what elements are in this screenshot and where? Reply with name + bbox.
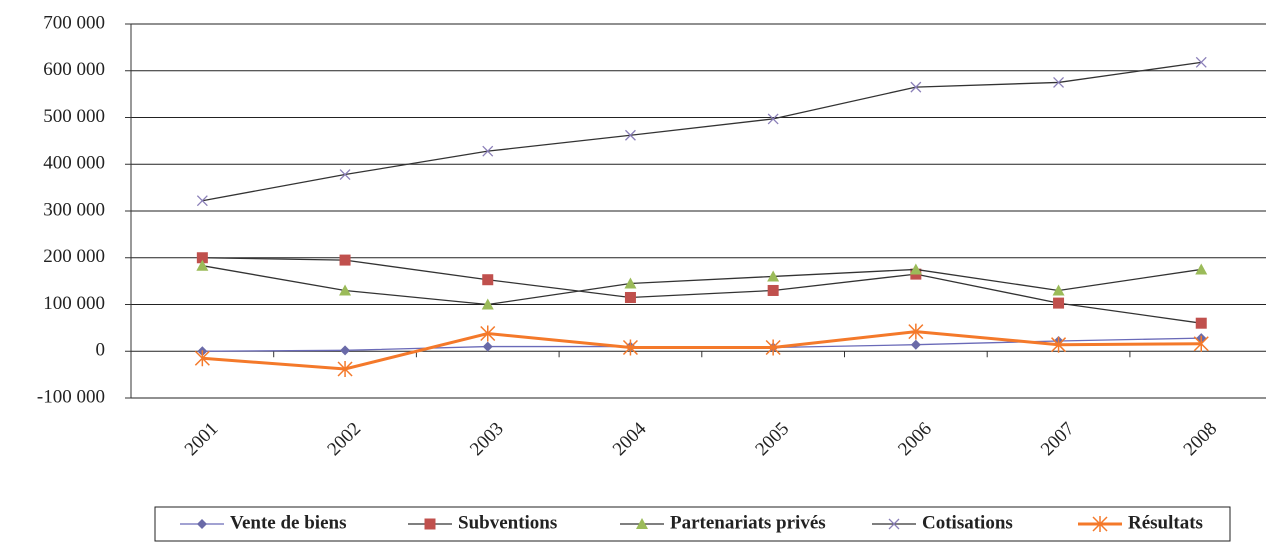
legend-label: Résultats	[1128, 512, 1203, 533]
marker	[1193, 335, 1209, 352]
y-tick-label: 0	[96, 340, 106, 361]
x-tick-label: 2005	[751, 418, 793, 460]
y-tick-label: 100 000	[43, 293, 105, 314]
marker	[482, 341, 493, 352]
marker	[196, 259, 209, 271]
marker	[482, 145, 494, 157]
marker	[908, 323, 924, 340]
y-tick-label: 600 000	[43, 59, 105, 80]
marker	[1195, 56, 1207, 68]
marker	[767, 284, 779, 296]
marker	[337, 361, 353, 378]
marker	[765, 339, 781, 356]
marker	[1051, 336, 1067, 353]
marker	[196, 195, 208, 207]
legend: Vente de biens Subventions Partenariats pr…	[154, 506, 1231, 542]
marker	[1195, 263, 1208, 275]
marker	[339, 169, 351, 180]
y-tick-label: 200 000	[43, 246, 105, 267]
x-tick-label: 2001	[181, 418, 223, 460]
marker	[480, 325, 496, 342]
marker	[1052, 284, 1065, 296]
legend-box	[154, 506, 1231, 542]
marker	[340, 345, 351, 356]
marker	[424, 518, 436, 530]
marker	[624, 291, 636, 303]
marker	[622, 339, 638, 356]
y-tick-label: 500 000	[43, 106, 105, 127]
x-tick-label: 2006	[894, 418, 936, 460]
legend-label: Cotisations	[922, 512, 1013, 533]
legend-label: Subventions	[458, 512, 557, 533]
marker	[624, 277, 637, 289]
marker	[636, 518, 648, 529]
marker	[194, 350, 210, 367]
x-tick-label: 2007	[1037, 418, 1079, 460]
series-line	[202, 61, 1202, 202]
x-tick-label: 2008	[1180, 418, 1222, 460]
marker	[196, 252, 208, 264]
marker	[767, 270, 780, 282]
legend-label: Vente de biens	[230, 512, 346, 533]
marker	[1195, 317, 1207, 329]
marker	[481, 298, 494, 310]
marker	[339, 284, 352, 296]
marker	[888, 518, 900, 530]
marker	[1053, 76, 1065, 88]
marker	[482, 274, 494, 286]
y-tick-label: -100 000	[37, 386, 105, 407]
x-tick-label: 2003	[466, 418, 508, 460]
marker	[1053, 297, 1065, 309]
marker	[339, 254, 351, 266]
marker	[197, 519, 207, 529]
x-tick-label: 2002	[323, 418, 365, 460]
y-tick-label: 700 000	[43, 12, 105, 33]
series-line	[202, 257, 1202, 324]
marker	[1092, 516, 1108, 532]
x-tick-label: 2004	[609, 418, 651, 460]
y-tick-label: 400 000	[43, 153, 105, 174]
series-line	[202, 265, 1202, 306]
marker	[910, 81, 922, 93]
marker	[624, 129, 636, 141]
legend-label: Partenariats privés	[670, 512, 826, 533]
y-tick-label: 300 000	[43, 199, 105, 220]
marker	[767, 113, 779, 125]
series-line	[202, 330, 1202, 371]
marker	[909, 263, 922, 275]
marker	[910, 339, 921, 350]
